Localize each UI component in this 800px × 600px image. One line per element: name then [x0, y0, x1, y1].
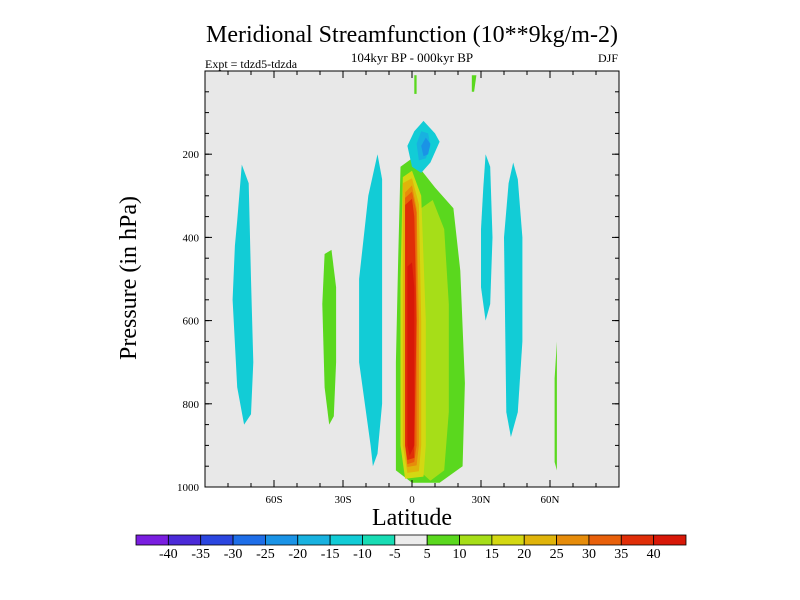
- contour-regions: [232, 75, 557, 483]
- colorbar-label: -20: [288, 547, 307, 562]
- cell-60n-green: [554, 341, 557, 471]
- colorbar-label: 20: [517, 547, 531, 562]
- chart-subtitle: 104kyr BP - 000kyr BP: [351, 50, 473, 65]
- y-axis-ticks: 200 400 600 800 1000: [177, 91, 619, 494]
- colorbar-swatch: [167, 534, 202, 546]
- colorbar-label: -15: [321, 547, 340, 562]
- colorbar-label: 30: [582, 547, 596, 562]
- cell-27n-strip-green: [471, 75, 477, 92]
- colorbar-swatch: [556, 534, 590, 546]
- colorbar-swatch: [329, 534, 363, 546]
- colorbar-swatch: [653, 534, 687, 546]
- colorbar-label: 25: [550, 547, 564, 562]
- colorbar-swatch: [200, 534, 234, 546]
- x-tick-label: 0: [409, 494, 415, 506]
- colorbar-swatch: [135, 534, 169, 546]
- y-tick-label: 600: [183, 316, 200, 328]
- x-axis-title: Latitude: [372, 505, 452, 531]
- chart-title: Meridional Streamfunction (10**9kg/m-2): [206, 22, 618, 48]
- cell-30n-teal: [481, 154, 493, 321]
- colorbar: -40 -35 -30 -25 -20 -15 -10 -5 5 10 15 20 25 30 35 40: [135, 534, 687, 562]
- colorbar-label: -40: [159, 547, 178, 562]
- colorbar-swatch: [426, 534, 460, 546]
- y-axis-title: Pressure (in hPa): [116, 196, 142, 360]
- colorbar-label: 40: [647, 547, 661, 562]
- colorbar-swatch: [588, 534, 622, 546]
- cell-60s-teal: [232, 164, 254, 425]
- colorbar-label: 35: [614, 547, 628, 562]
- y-tick-label: 1000: [177, 482, 200, 494]
- y-tick-label: 800: [183, 399, 200, 411]
- colorbar-swatch: [459, 534, 493, 546]
- cell-8n-blue: [421, 137, 431, 157]
- colorbar-label: -10: [353, 547, 372, 562]
- x-tick-label: 60S: [265, 494, 282, 506]
- y-tick-label: 200: [183, 149, 200, 161]
- colorbar-label: -30: [224, 547, 243, 562]
- colorbar-swatch: [297, 534, 331, 546]
- colorbar-swatch: [491, 534, 525, 546]
- colorbar-swatch: [620, 534, 655, 546]
- x-tick-label: 30S: [334, 494, 351, 506]
- y-tick-label: 400: [183, 232, 200, 244]
- cell-10n-lime: [418, 200, 449, 481]
- cell-35s-green: [322, 249, 337, 425]
- plot-area: 60S 30S 0 30N 60N 200 400 600 800 1000: [177, 70, 620, 506]
- right-string: DJF: [598, 51, 618, 65]
- colorbar-swatch: [265, 534, 299, 546]
- colorbar-swatch: [362, 534, 396, 546]
- colorbar-label: 10: [453, 547, 467, 562]
- cell-0-red: [407, 262, 415, 456]
- colorbar-label: 15: [485, 547, 499, 562]
- x-tick-label: 60N: [541, 494, 560, 506]
- colorbar-swatch: [523, 534, 557, 546]
- colorbar-label: -5: [389, 547, 401, 562]
- cell-20s-teal: [359, 154, 383, 467]
- cell-0-strip-green: [414, 75, 417, 94]
- left-string: Expt = tdzd5-tdzda: [205, 57, 298, 71]
- cell-45n-teal: [504, 162, 523, 438]
- colorbar-swatch: [232, 534, 266, 546]
- x-axis-ticks: 60S 30S 0 30N 60N: [204, 71, 620, 506]
- colorbar-label: -35: [191, 547, 210, 562]
- colorbar-swatch: [394, 534, 428, 546]
- colorbar-label: 5: [424, 547, 431, 562]
- x-tick-label: 30N: [472, 494, 491, 506]
- colorbar-label: -25: [256, 547, 275, 562]
